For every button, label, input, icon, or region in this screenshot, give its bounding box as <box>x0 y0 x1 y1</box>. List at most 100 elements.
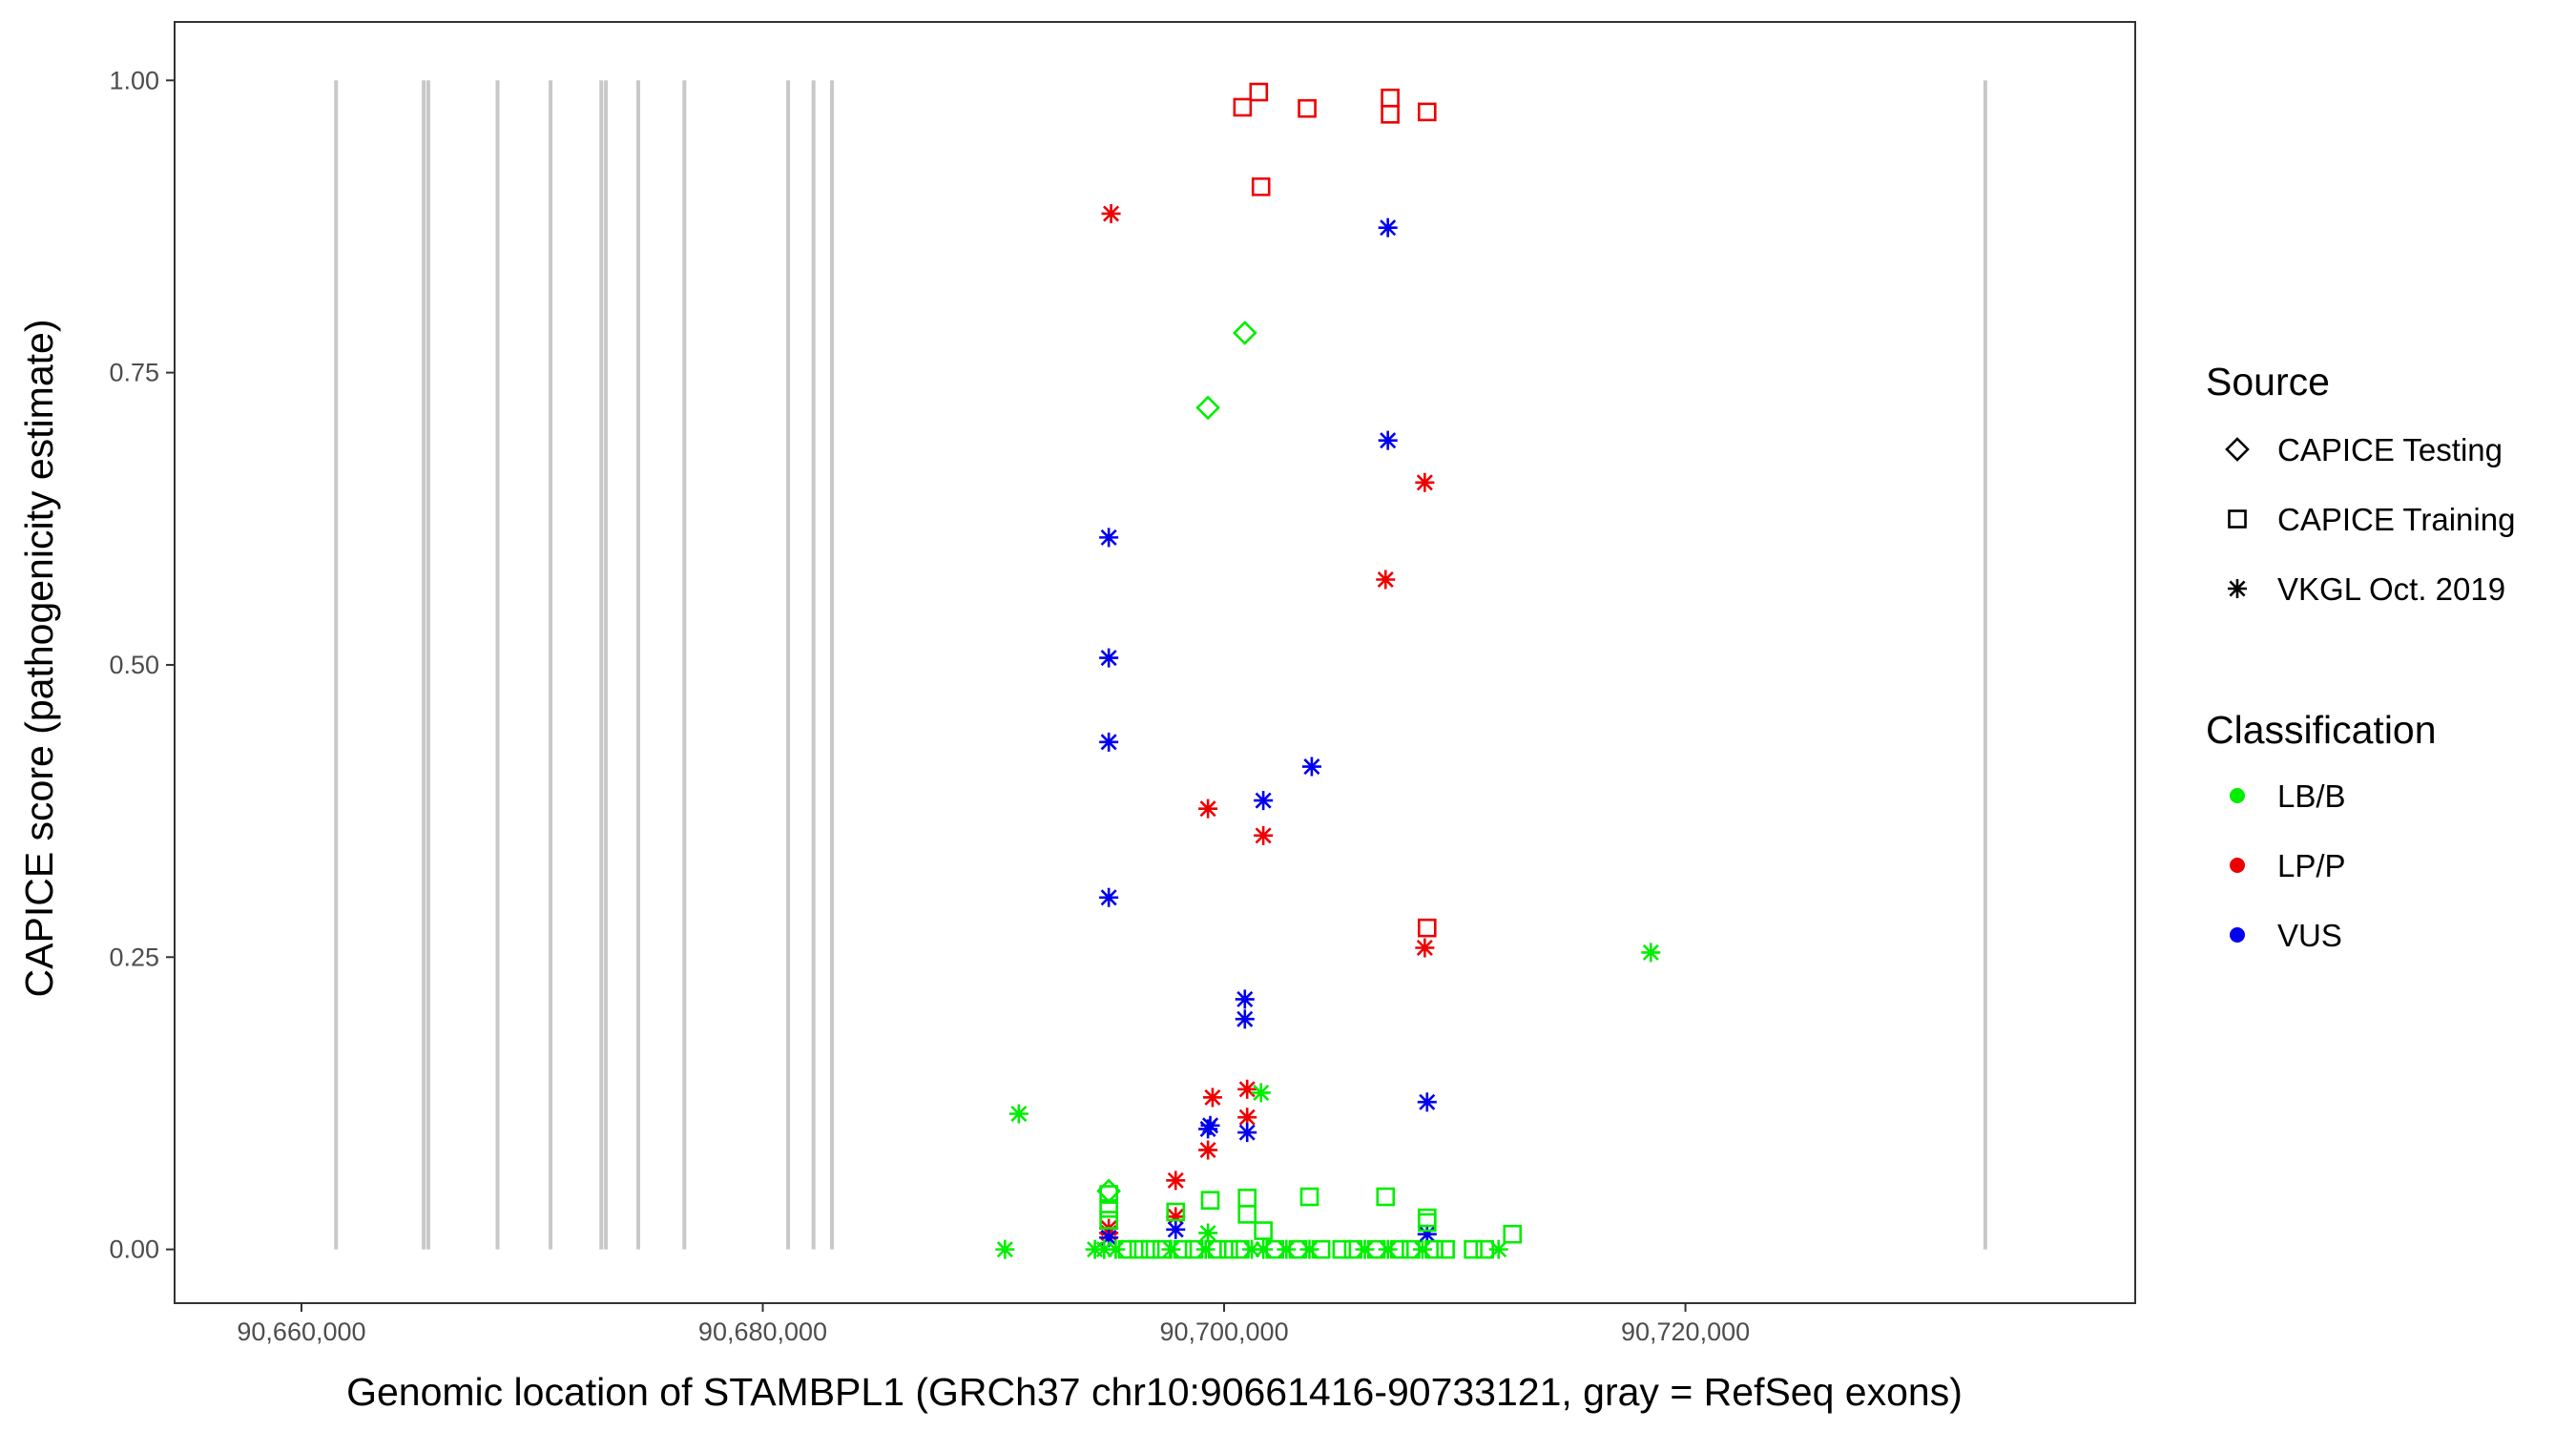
data-point <box>1417 102 1437 122</box>
y-tick-label: 0.25 <box>109 943 159 971</box>
data-point <box>1254 1239 1274 1259</box>
legend-source-title: Source <box>2206 360 2330 404</box>
x-axis-title: Genomic location of STAMBPL1 (GRCh37 chr… <box>346 1370 1963 1414</box>
data-point <box>1376 570 1396 590</box>
data-point <box>1378 218 1398 238</box>
data-point <box>1219 1239 1238 1259</box>
y-tick-label: 0.75 <box>109 359 159 387</box>
y-tick-label: 0.50 <box>109 651 159 679</box>
data-point <box>1412 1239 1432 1259</box>
data-point <box>1166 1219 1186 1239</box>
legend-key-dot <box>2230 858 2245 873</box>
legend-label: VKGL Oct. 2019 <box>2277 571 2505 607</box>
data-point <box>1099 1185 1118 1204</box>
y-axis: 0.00 0.25 0.50 0.75 1.00 <box>109 66 175 1264</box>
legend-key-dot <box>2230 927 2245 943</box>
data-point <box>1161 1239 1181 1259</box>
data-point <box>1099 1211 1118 1230</box>
data-point-group <box>995 82 1661 1259</box>
data-point <box>1173 1239 1193 1259</box>
y-tick-label: 0.00 <box>109 1235 159 1264</box>
data-point <box>1389 1239 1409 1259</box>
data-point <box>1254 825 1274 845</box>
data-point <box>1099 732 1119 752</box>
x-tick-label: 90,660,000 <box>237 1317 365 1346</box>
data-point <box>1235 989 1255 1009</box>
data-point <box>1099 887 1119 907</box>
legend-key-diamond <box>2225 437 2250 462</box>
x-tick-label: 90,680,000 <box>698 1317 827 1346</box>
legend-key-dot <box>2230 788 2245 803</box>
data-point <box>1117 1239 1137 1259</box>
data-point <box>1237 1123 1257 1143</box>
data-point <box>1298 98 1317 118</box>
legend-label: CAPICE Training <box>2277 502 2515 537</box>
data-point <box>1332 1239 1352 1259</box>
data-point <box>1464 1239 1483 1259</box>
exon-band-group <box>334 80 1987 1250</box>
legend-key-asterisk <box>2228 579 2247 598</box>
data-point <box>1140 1239 1160 1259</box>
data-point <box>1378 430 1398 450</box>
data-point <box>1200 1191 1220 1210</box>
data-point <box>1641 943 1661 963</box>
data-point <box>1232 321 1257 345</box>
data-point <box>1424 1239 1444 1259</box>
data-point <box>1417 1224 1437 1244</box>
legend-classification-title: Classification <box>2206 708 2437 752</box>
data-point <box>1198 1140 1218 1160</box>
data-point <box>1251 176 1271 197</box>
data-point <box>1254 1221 1273 1240</box>
data-point <box>1106 1239 1126 1259</box>
data-point <box>1249 82 1269 102</box>
data-point <box>1094 1239 1114 1259</box>
data-point <box>1008 1104 1028 1124</box>
data-point <box>1251 1083 1271 1103</box>
data-point <box>1099 528 1119 548</box>
data-point <box>1475 1239 1495 1259</box>
data-point <box>1198 1119 1218 1139</box>
x-axis: 90,660,000 90,680,000 90,700,000 90,720,000 <box>237 1303 1750 1346</box>
data-point <box>1436 1239 1455 1259</box>
x-tick-label: 90,700,000 <box>1159 1317 1288 1346</box>
plot-panel-border <box>174 21 2136 1304</box>
data-point <box>1415 472 1435 492</box>
data-point <box>1237 1079 1257 1099</box>
data-point <box>1301 757 1321 777</box>
data-point <box>1207 1239 1227 1259</box>
data-point <box>1099 648 1119 668</box>
data-point <box>1099 1198 1118 1218</box>
data-point <box>1099 1228 1119 1248</box>
data-point <box>1233 97 1253 117</box>
data-point <box>1417 1092 1437 1112</box>
data-point <box>1355 1239 1375 1259</box>
data-point <box>1254 791 1274 811</box>
data-point <box>1237 1108 1257 1128</box>
data-point <box>1166 1202 1186 1222</box>
data-point <box>1198 798 1218 819</box>
x-tick-label: 90,720,000 <box>1621 1317 1750 1346</box>
data-point <box>1235 1009 1255 1029</box>
data-point <box>1488 1239 1508 1259</box>
data-point <box>1195 1239 1215 1259</box>
data-point <box>1417 918 1437 938</box>
data-point <box>1129 1239 1149 1259</box>
legend-label: LB/B <box>2277 778 2346 814</box>
data-point <box>1277 1239 1297 1259</box>
data-point <box>1417 1213 1437 1233</box>
legend-label: LP/P <box>2277 848 2346 883</box>
data-point <box>1299 1187 1319 1207</box>
legend-key-square <box>2228 509 2247 529</box>
legend-source-items: CAPICE Testing CAPICE Training VKGL Oct. 2… <box>2225 432 2515 607</box>
legend-classification-items: LB/B LP/P VUS <box>2230 778 2346 953</box>
data-point <box>1503 1224 1523 1244</box>
data-point <box>1378 1239 1398 1259</box>
data-point <box>1202 1088 1222 1108</box>
data-point <box>1381 105 1400 124</box>
data-point <box>1166 1171 1186 1191</box>
data-point <box>1237 1205 1257 1224</box>
data-point <box>1166 1207 1186 1227</box>
data-point <box>1242 1239 1262 1259</box>
